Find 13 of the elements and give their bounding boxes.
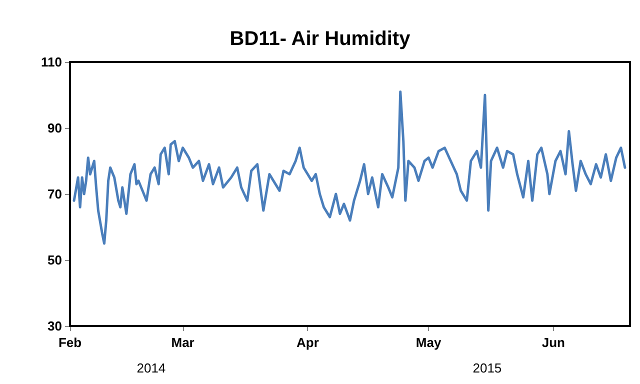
x-tick-label: Jun [542,335,566,350]
x-tick-label: May [416,335,442,350]
y-tick-label: 90 [48,120,62,136]
x-tick-label: Feb [58,335,82,350]
chart-title: BD11- Air Humidity [230,28,412,50]
x-tick-label: Apr [296,335,319,350]
text: 2015 [472,360,502,376]
y-tick-label: 30 [48,318,62,334]
y-tick-label: 110 [41,54,62,70]
y-tick-label: 50 [48,252,62,268]
y-tick-label: 70 [48,186,62,202]
text: 2014 [136,360,166,376]
x-tick-label: Mar [171,335,194,350]
